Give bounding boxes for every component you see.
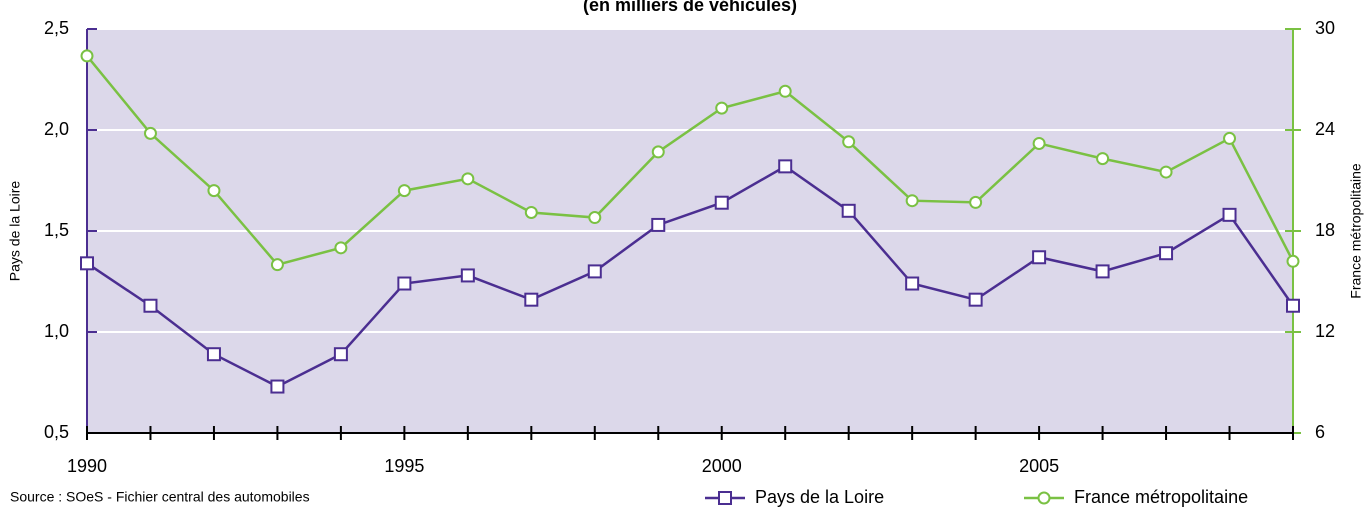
y2-tick-label: 30 (1315, 18, 1335, 38)
legend-label: Pays de la Loire (755, 487, 884, 507)
data-point (270, 258, 284, 272)
data-point (143, 298, 158, 313)
x-tick-label: 2000 (702, 456, 742, 476)
data-point (587, 264, 602, 279)
data-point (270, 379, 285, 394)
data-point (397, 276, 412, 291)
data-point (905, 194, 919, 208)
data-point (1032, 250, 1047, 265)
data-point (1095, 264, 1110, 279)
y-tick-label: 1,5 (44, 220, 69, 240)
source-note: Source : SOeS - Fichier central des auto… (10, 489, 310, 505)
legend-marker (718, 491, 732, 505)
y2-tick-label: 6 (1315, 422, 1325, 442)
data-point (461, 172, 475, 186)
data-point (841, 203, 856, 218)
data-point (1286, 298, 1300, 313)
data-point (397, 184, 411, 198)
chart-subtitle: (en milliers de véhicules) (583, 0, 797, 15)
data-point (334, 241, 348, 255)
y2-axis-label: France métropolitaine (1348, 163, 1364, 299)
data-point (80, 256, 94, 271)
data-point (588, 211, 602, 225)
data-point (1223, 131, 1237, 145)
data-point (651, 217, 666, 232)
y-tick-label: 2,0 (44, 119, 69, 139)
data-point (460, 268, 475, 283)
y2-tick-label: 12 (1315, 321, 1335, 341)
data-point (1286, 254, 1300, 268)
series-line (86, 55, 1295, 267)
legend-label: France métropolitaine (1074, 487, 1248, 507)
y2-tick-label: 18 (1315, 220, 1335, 240)
data-point (524, 292, 539, 307)
data-point (778, 84, 792, 98)
data-point (1096, 152, 1110, 166)
data-point (333, 347, 348, 362)
data-point (714, 195, 729, 210)
data-point (715, 101, 729, 115)
data-point (1032, 136, 1046, 150)
x-tick-label: 1995 (384, 456, 424, 476)
data-point (969, 195, 983, 209)
data-point (1159, 165, 1173, 179)
x-tick-label: 1990 (67, 456, 107, 476)
data-point (143, 126, 157, 140)
data-point (80, 49, 94, 63)
y2-tick-label: 24 (1315, 119, 1335, 139)
legend-marker (1037, 491, 1051, 505)
series-line (86, 164, 1295, 388)
data-point (651, 145, 665, 159)
data-point (968, 292, 983, 307)
data-point (842, 135, 856, 149)
data-point (778, 159, 793, 174)
y-tick-label: 1,0 (44, 321, 69, 341)
y-tick-label: 0,5 (44, 422, 69, 442)
data-point (207, 184, 221, 198)
data-point (905, 276, 920, 291)
y-axis-label: Pays de la Loire (7, 181, 23, 282)
y-tick-label: 2,5 (44, 18, 69, 38)
data-point (1159, 246, 1174, 261)
data-point (206, 347, 221, 362)
data-point (524, 205, 538, 219)
data-point (1222, 207, 1237, 222)
x-tick-label: 2005 (1019, 456, 1059, 476)
